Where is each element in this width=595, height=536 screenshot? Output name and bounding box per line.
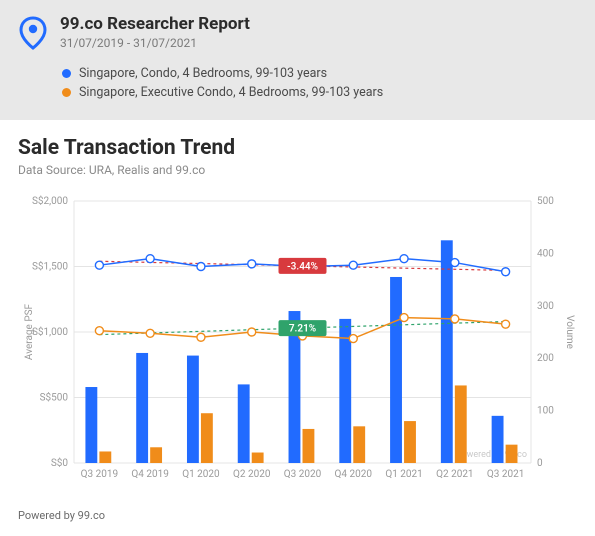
chart-title: Sale Transaction Trend — [18, 136, 577, 160]
svg-text:Average PSF: Average PSF — [24, 303, 35, 360]
svg-text:300: 300 — [537, 301, 554, 312]
svg-text:Q2 2021: Q2 2021 — [436, 469, 473, 480]
report-dates: 31/07/2019 - 31/07/2021 — [60, 36, 577, 50]
svg-text:Q3 2019: Q3 2019 — [81, 469, 118, 480]
svg-text:S$1,500: S$1,500 — [32, 260, 68, 273]
svg-text:Q4 2020: Q4 2020 — [335, 469, 373, 480]
series-legend: Singapore, Condo, 4 Bedrooms, 99-103 yea… — [62, 66, 577, 100]
legend-label: Singapore, Condo, 4 Bedrooms, 99-103 yea… — [79, 66, 327, 81]
svg-text:Q3 2020: Q3 2020 — [284, 469, 322, 480]
svg-text:S$0: S$0 — [51, 456, 69, 469]
brand-logo — [18, 14, 48, 54]
report-body: Sale Transaction Trend Data Source: URA,… — [0, 120, 595, 503]
report-title: 99.co Researcher Report — [60, 14, 577, 34]
chart-area: S$0 S$500 S$1,000 S$1,500 S$2,000 0 100 200 300 4… — [18, 191, 577, 495]
report-footer: Powered by 99.co — [0, 503, 595, 534]
svg-text:Q1 2021: Q1 2021 — [385, 469, 422, 480]
svg-text:400: 400 — [537, 248, 554, 259]
svg-text:Volume: Volume — [564, 315, 575, 349]
legend-dot-icon — [62, 69, 71, 78]
svg-text:-3.44%: -3.44% — [287, 261, 318, 272]
title-block: 99.co Researcher Report 31/07/2019 - 31/… — [60, 14, 577, 50]
svg-text:200: 200 — [537, 353, 554, 364]
legend-dot-icon — [62, 88, 71, 97]
svg-text:Q1 2020: Q1 2020 — [182, 469, 220, 480]
legend-label: Singapore, Executive Condo, 4 Bedrooms, … — [79, 85, 383, 100]
pin-icon — [18, 16, 48, 50]
svg-text:100: 100 — [537, 406, 554, 417]
svg-text:0: 0 — [537, 458, 543, 469]
transaction-chart: S$0 S$500 S$1,000 S$1,500 S$2,000 0 100 200 300 4… — [18, 191, 577, 491]
header-top: 99.co Researcher Report 31/07/2019 - 31/… — [18, 14, 577, 54]
chart-subtitle: Data Source: URA, Realis and 99.co — [18, 163, 577, 177]
legend-item: Singapore, Executive Condo, 4 Bedrooms, … — [62, 85, 577, 100]
report-header: 99.co Researcher Report 31/07/2019 - 31/… — [0, 0, 595, 120]
svg-text:S$1,000: S$1,000 — [32, 325, 68, 338]
svg-text:S$500: S$500 — [40, 391, 69, 404]
svg-text:Q4 2019: Q4 2019 — [131, 469, 168, 480]
svg-text:500: 500 — [537, 196, 554, 207]
svg-text:Q2 2020: Q2 2020 — [233, 469, 271, 480]
svg-text:S$2,000: S$2,000 — [32, 194, 68, 207]
svg-text:Q3 2021: Q3 2021 — [487, 469, 524, 480]
svg-text:7.21%: 7.21% — [289, 324, 316, 335]
legend-item: Singapore, Condo, 4 Bedrooms, 99-103 yea… — [62, 66, 577, 81]
